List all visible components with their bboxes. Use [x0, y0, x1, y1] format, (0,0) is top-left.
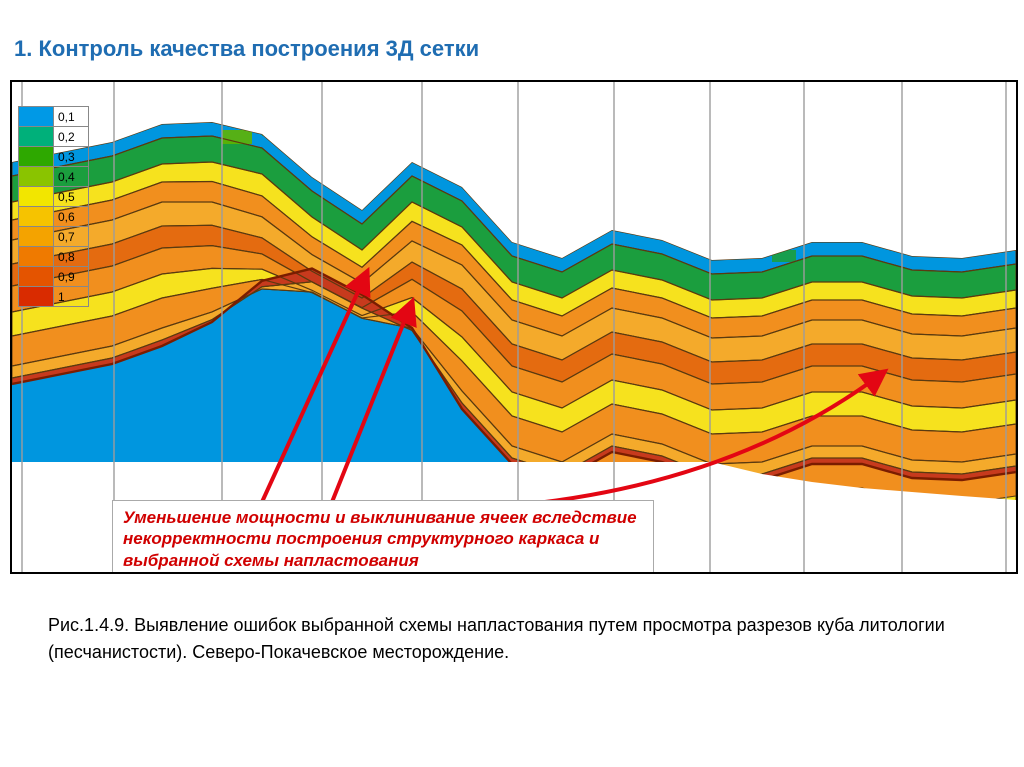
legend-value: 0,5: [54, 190, 88, 204]
legend-value: 0,4: [54, 170, 88, 184]
cross-section-figure: 0,1 0,2 0,3 0,4 0,5 0,6 0,7 0,8 0,9 1 Уменьшение …: [10, 80, 1018, 574]
figure-caption: Рис.1.4.9. Выявление ошибок выбранной сх…: [48, 612, 978, 666]
legend-row: 0,7: [19, 227, 88, 247]
legend-value: 0,7: [54, 230, 88, 244]
legend-swatch: [19, 267, 54, 286]
cross-section-svg: [12, 82, 1016, 572]
legend-swatch: [19, 227, 54, 246]
legend-value: 0,9: [54, 270, 88, 284]
legend-row: 0,2: [19, 127, 88, 147]
annotation-box: Уменьшение мощности и выклинивание ячеек…: [112, 500, 654, 574]
legend-row: 0,5: [19, 187, 88, 207]
legend-swatch: [19, 207, 54, 226]
legend-value: 0,2: [54, 130, 88, 144]
legend-swatch: [19, 167, 54, 186]
legend-swatch: [19, 247, 54, 266]
legend-swatch: [19, 107, 54, 126]
legend-value: 0,1: [54, 110, 88, 124]
legend-swatch: [19, 147, 54, 166]
legend-swatch: [19, 187, 54, 206]
legend-row: 1: [19, 287, 88, 306]
legend-swatch: [19, 287, 54, 306]
legend-swatch: [19, 127, 54, 146]
page-title: 1. Контроль качества построения 3Д сетки: [14, 36, 479, 62]
legend-row: 0,1: [19, 107, 88, 127]
legend-value: 0,6: [54, 210, 88, 224]
legend-row: 0,4: [19, 167, 88, 187]
color-legend: 0,1 0,2 0,3 0,4 0,5 0,6 0,7 0,8 0,9 1: [18, 106, 89, 307]
legend-row: 0,3: [19, 147, 88, 167]
legend-row: 0,9: [19, 267, 88, 287]
legend-value: 0,3: [54, 150, 88, 164]
legend-value: 0,8: [54, 250, 88, 264]
legend-row: 0,6: [19, 207, 88, 227]
legend-value: 1: [54, 290, 88, 304]
legend-row: 0,8: [19, 247, 88, 267]
